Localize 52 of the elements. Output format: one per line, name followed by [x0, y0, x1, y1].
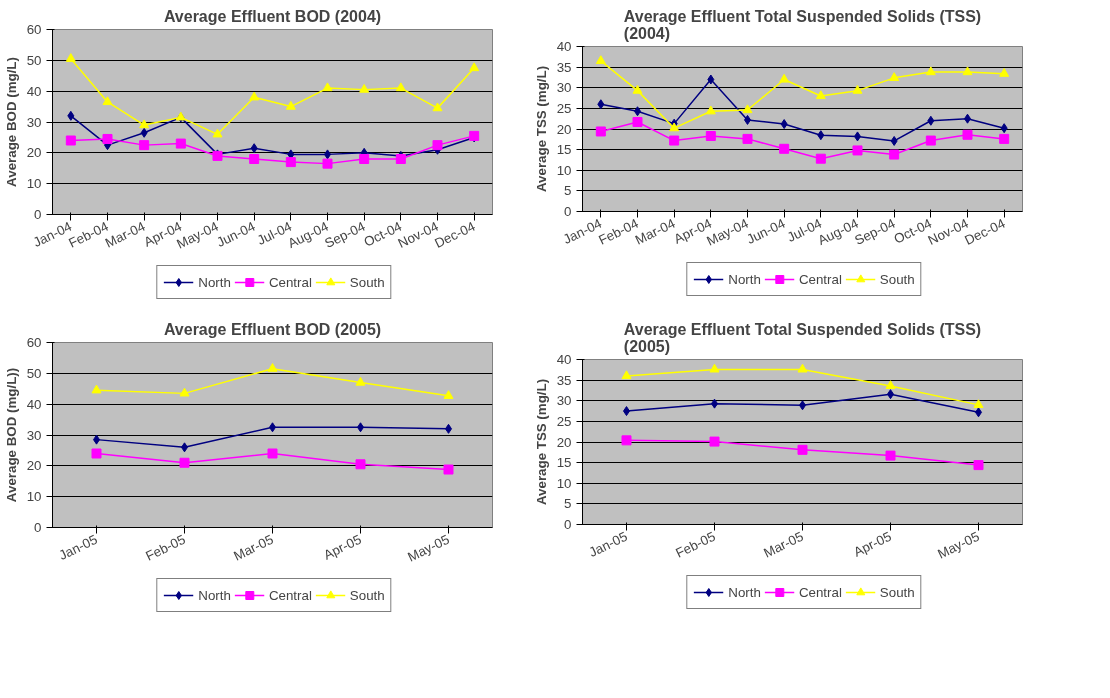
y-axis-title: Average TSS (mg/L) [533, 65, 549, 193]
y-tick-label: 10 [556, 162, 572, 178]
chart-title: Average Effluent BOD (2004) [163, 7, 382, 25]
y-tick-label: 40 [26, 83, 42, 99]
y-tick-label: 10 [556, 475, 572, 491]
legend-label: South [349, 587, 385, 603]
y-axis-title: Average BOD (mg/L)) [3, 367, 19, 503]
legend-label: Central [798, 584, 842, 600]
legend-label: South [879, 271, 915, 287]
y-tick-label: 60 [26, 22, 42, 37]
legend-label: Central [268, 274, 312, 290]
y-tick-label: 25 [556, 413, 572, 429]
y-axis-title: Average BOD (mg/L) [3, 57, 19, 187]
y-axis-title: Average TSS (mg/L) [533, 378, 549, 506]
legend-label: North [198, 274, 231, 290]
y-tick-label: 20 [556, 121, 572, 137]
chart-title: Average Effluent Total Suspended Solids (TSS) (2005) [623, 320, 982, 355]
y-tick-label: 30 [26, 114, 42, 130]
y-tick-label: 20 [26, 145, 42, 161]
legend-label: North [728, 271, 761, 287]
y-tick-label: 30 [556, 393, 572, 409]
y-tick-label: 5 [564, 183, 572, 199]
y-tick-label: 40 [556, 39, 572, 54]
y-tick-label: 30 [26, 427, 42, 443]
y-tick-label: 30 [556, 80, 572, 96]
y-tick-label: 0 [34, 207, 42, 222]
legend-label: Central [798, 271, 842, 287]
legend-label: South [349, 274, 385, 290]
y-tick-label: 40 [556, 352, 572, 367]
y-tick-label: 0 [564, 517, 572, 532]
y-tick-label: 0 [34, 520, 42, 535]
y-tick-label: 15 [556, 142, 572, 158]
y-tick-label: 0 [564, 204, 572, 219]
y-tick-label: 15 [556, 455, 572, 471]
y-tick-label: 40 [26, 396, 42, 412]
legend-label: North [198, 587, 231, 603]
y-tick-label: 5 [564, 496, 572, 512]
chart-title: Average Effluent BOD (2005) [163, 320, 382, 338]
legend-label: South [879, 584, 915, 600]
y-tick-label: 50 [26, 52, 42, 68]
legend-label: Central [268, 587, 312, 603]
y-tick-label: 50 [26, 365, 42, 381]
y-tick-label: 20 [26, 458, 42, 474]
y-tick-label: 10 [26, 489, 42, 505]
y-tick-label: 10 [26, 176, 42, 192]
y-tick-label: 60 [26, 335, 42, 350]
y-tick-label: 25 [556, 100, 572, 116]
chart-title: Average Effluent Total Suspended Solids (TSS) (2004) [623, 7, 982, 42]
y-tick-label: 35 [556, 59, 572, 75]
legend-label: North [728, 584, 761, 600]
y-tick-label: 20 [556, 434, 572, 450]
y-tick-label: 35 [556, 372, 572, 388]
